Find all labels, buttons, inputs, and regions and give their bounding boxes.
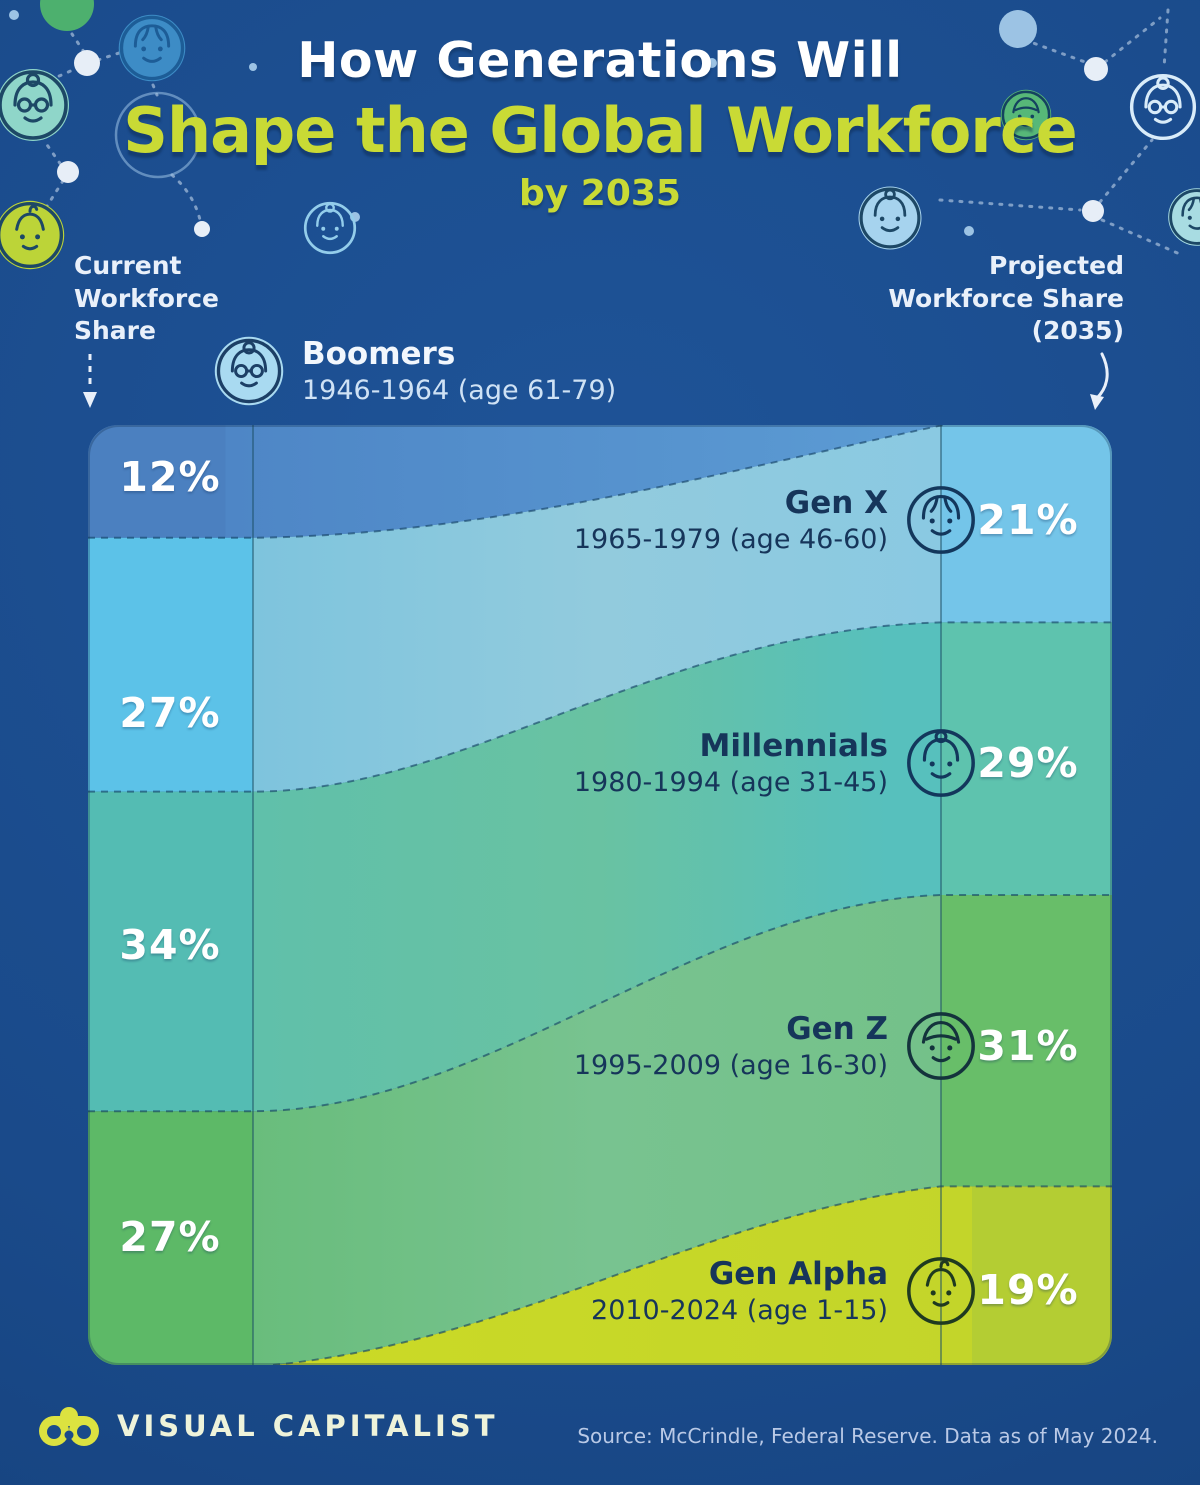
projected-share-genz: 31%: [977, 1022, 1079, 1070]
young-adult-face-icon: [858, 186, 922, 250]
current-share-genz: 27%: [119, 1213, 221, 1261]
flow-label-genz: Gen Z 1995-2009 (age 16-30): [574, 1007, 980, 1085]
millennials-name: Millennials: [699, 727, 888, 764]
flow-bands: [88, 425, 1112, 1365]
network-nodes: [57, 50, 1108, 237]
title-line-2: Shape the Global Workforce: [123, 94, 1077, 167]
boomers-legend: Boomers 1946-1964 (age 61-79): [212, 334, 616, 408]
projected-share-annotation: Projected Workforce Share (2035): [888, 250, 1124, 348]
flow-label-genalpha: Gen Alpha 2010-2024 (age 1-15): [591, 1252, 980, 1330]
column-divider-lines: [252, 425, 942, 1365]
down-arrow-icon: [83, 354, 97, 408]
page-title: How Generations Will Shape the Global Wo…: [0, 32, 1200, 214]
current-share-millennials: 34%: [119, 921, 221, 969]
genalpha-face-icon: [907, 1257, 975, 1325]
annotation-line: Projected: [989, 251, 1124, 280]
genalpha-range: 2010-2024 (age 1-15): [591, 1294, 888, 1326]
annotation-line: Workforce: [74, 283, 219, 313]
source-note: Source: McCrindle, Federal Reserve. Data…: [577, 1424, 1158, 1448]
title-line-1: How Generations Will: [297, 32, 903, 89]
genz-range: 1995-2009 (age 16-30): [573, 1049, 888, 1081]
teal-face-icon: [1168, 188, 1200, 246]
projected-share-genalpha: 19%: [977, 1266, 1079, 1314]
flow-label-millennials: Millennials 1980-1994 (age 31-45): [574, 724, 980, 802]
boomers-name: Boomers: [302, 335, 456, 372]
current-share-genx: 27%: [119, 689, 221, 737]
band-boomers: [88, 425, 943, 538]
brand-name: VISUAL CAPITALIST: [117, 1409, 499, 1443]
projected-share-millennials: 29%: [977, 739, 1079, 787]
annotation-line: Current: [74, 251, 182, 280]
child-face-icon: [0, 200, 65, 270]
projected-share-genx: 21%: [977, 496, 1079, 544]
flow-label-genx: Gen X 1965-1979 (age 46-60): [574, 481, 980, 559]
adult-face-icon: [118, 14, 186, 82]
millennials-face-icon: [907, 729, 975, 797]
annotation-line: (2035): [1031, 316, 1124, 345]
band-genx: [88, 425, 1112, 792]
annotation-line: Share: [74, 316, 156, 345]
visual-capitalist-logo-icon: [39, 1407, 99, 1446]
genx-name: Gen X: [784, 484, 888, 521]
genx-range: 1965-1979 (age 46-60): [573, 523, 888, 555]
band-boundaries: [88, 425, 1112, 1365]
annotation-line: Workforce Share: [888, 283, 1124, 313]
genz-name: Gen Z: [786, 1010, 888, 1047]
genx-face-icon: [907, 486, 975, 554]
teen-face-icon: [1000, 89, 1052, 141]
boomers-face-icon: [214, 336, 284, 406]
current-share-boomers: 12%: [119, 453, 221, 501]
visual-capitalist-brand: VISUAL CAPITALIST: [36, 1402, 498, 1450]
genz-face-icon: [907, 1012, 975, 1080]
boomers-range: 1946-1964 (age 61-79): [302, 374, 617, 406]
chart-border: [88, 425, 1112, 1365]
outline-circle-decoration: [114, 91, 202, 179]
current-share-annotation: Current Workforce Share: [74, 250, 219, 348]
genalpha-name: Gen Alpha: [708, 1255, 888, 1292]
band-millennials: [88, 622, 1112, 1112]
green-dot-decoration: [40, 0, 94, 31]
millennials-range: 1980-1994 (age 31-45): [573, 766, 888, 798]
elder-face-icon: [0, 69, 69, 141]
title-line-3: by 2035: [519, 173, 681, 214]
workforce-flow-chart: 12% 27% 34% 27% 21% 29% 31% 19% Gen X 19…: [88, 425, 1112, 1365]
band-genalpha: [273, 1186, 1112, 1365]
curved-down-arrow-icon: [1090, 352, 1109, 410]
band-genz: [88, 895, 1112, 1365]
